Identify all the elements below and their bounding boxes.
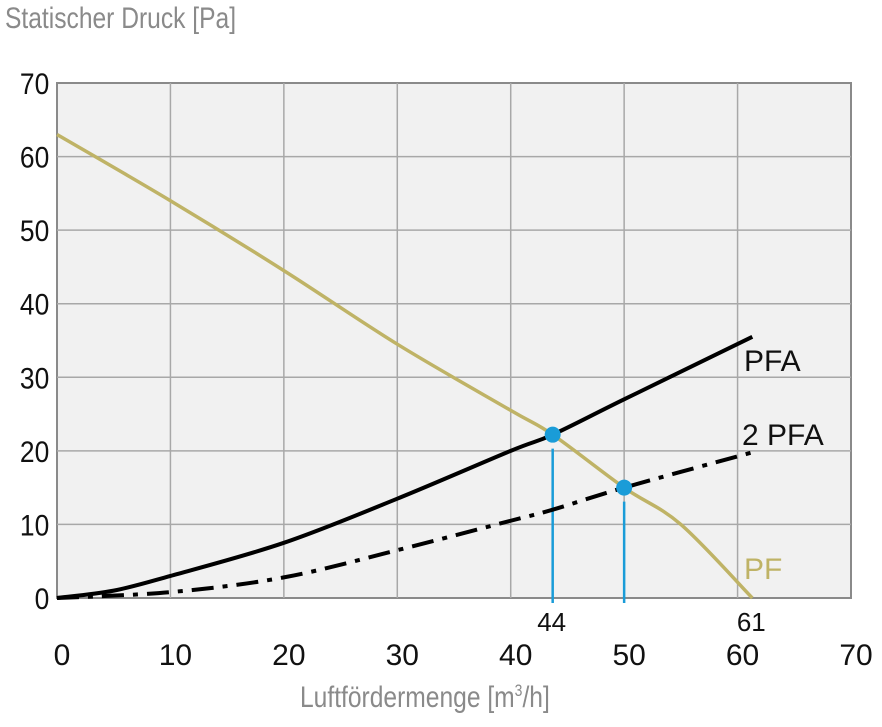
grid-lines bbox=[57, 83, 851, 598]
y-tick-label: 30 bbox=[20, 361, 49, 395]
series-label-pf: PF bbox=[744, 553, 782, 586]
operating-point-markers bbox=[544, 426, 633, 496]
x-tick-label: 60 bbox=[726, 639, 759, 672]
x-tick-label: 0 bbox=[54, 639, 71, 672]
x-annotations: 44 61 bbox=[537, 607, 766, 637]
y-tick-label: 60 bbox=[20, 140, 49, 174]
y-tick-label: 10 bbox=[20, 508, 49, 542]
series-label-pfa: PFA bbox=[744, 345, 801, 378]
x-tick-label: 40 bbox=[499, 639, 532, 672]
plot-area bbox=[56, 82, 852, 599]
x-annotation: 61 bbox=[737, 607, 766, 637]
series-labels: PF PFA 2 PFA bbox=[742, 345, 824, 586]
y-tick-label: 20 bbox=[20, 434, 49, 468]
operating-point-marker bbox=[544, 426, 561, 443]
y-tick-labels: 0 10 20 30 40 50 60 70 bbox=[20, 66, 49, 615]
y-tick-label: 0 bbox=[35, 581, 50, 615]
x-tick-labels: 0 10 20 30 40 50 60 70 bbox=[54, 639, 873, 672]
series-pfa bbox=[56, 335, 754, 600]
series-pf bbox=[56, 132, 754, 600]
series-label-2-pfa: 2 PFA bbox=[742, 419, 824, 452]
x-tick-label: 30 bbox=[386, 639, 419, 672]
operating-point-marker bbox=[616, 479, 633, 496]
y-tick-label: 40 bbox=[20, 287, 49, 321]
x-tick-label: 20 bbox=[272, 639, 305, 672]
y-axis-title: Statischer Druck [Pa] bbox=[5, 2, 237, 35]
x-tick-label: 50 bbox=[612, 639, 645, 672]
x-tick-label: 70 bbox=[839, 639, 872, 672]
y-tick-label: 50 bbox=[20, 214, 49, 248]
operating-point-droplines bbox=[551, 448, 626, 603]
x-axis-title: Luftfördermenge [m3/h] bbox=[300, 681, 550, 714]
y-tick-label: 70 bbox=[20, 66, 49, 100]
x-tick-label: 10 bbox=[159, 639, 192, 672]
x-annotation: 44 bbox=[537, 607, 566, 637]
series-lines bbox=[56, 132, 754, 600]
